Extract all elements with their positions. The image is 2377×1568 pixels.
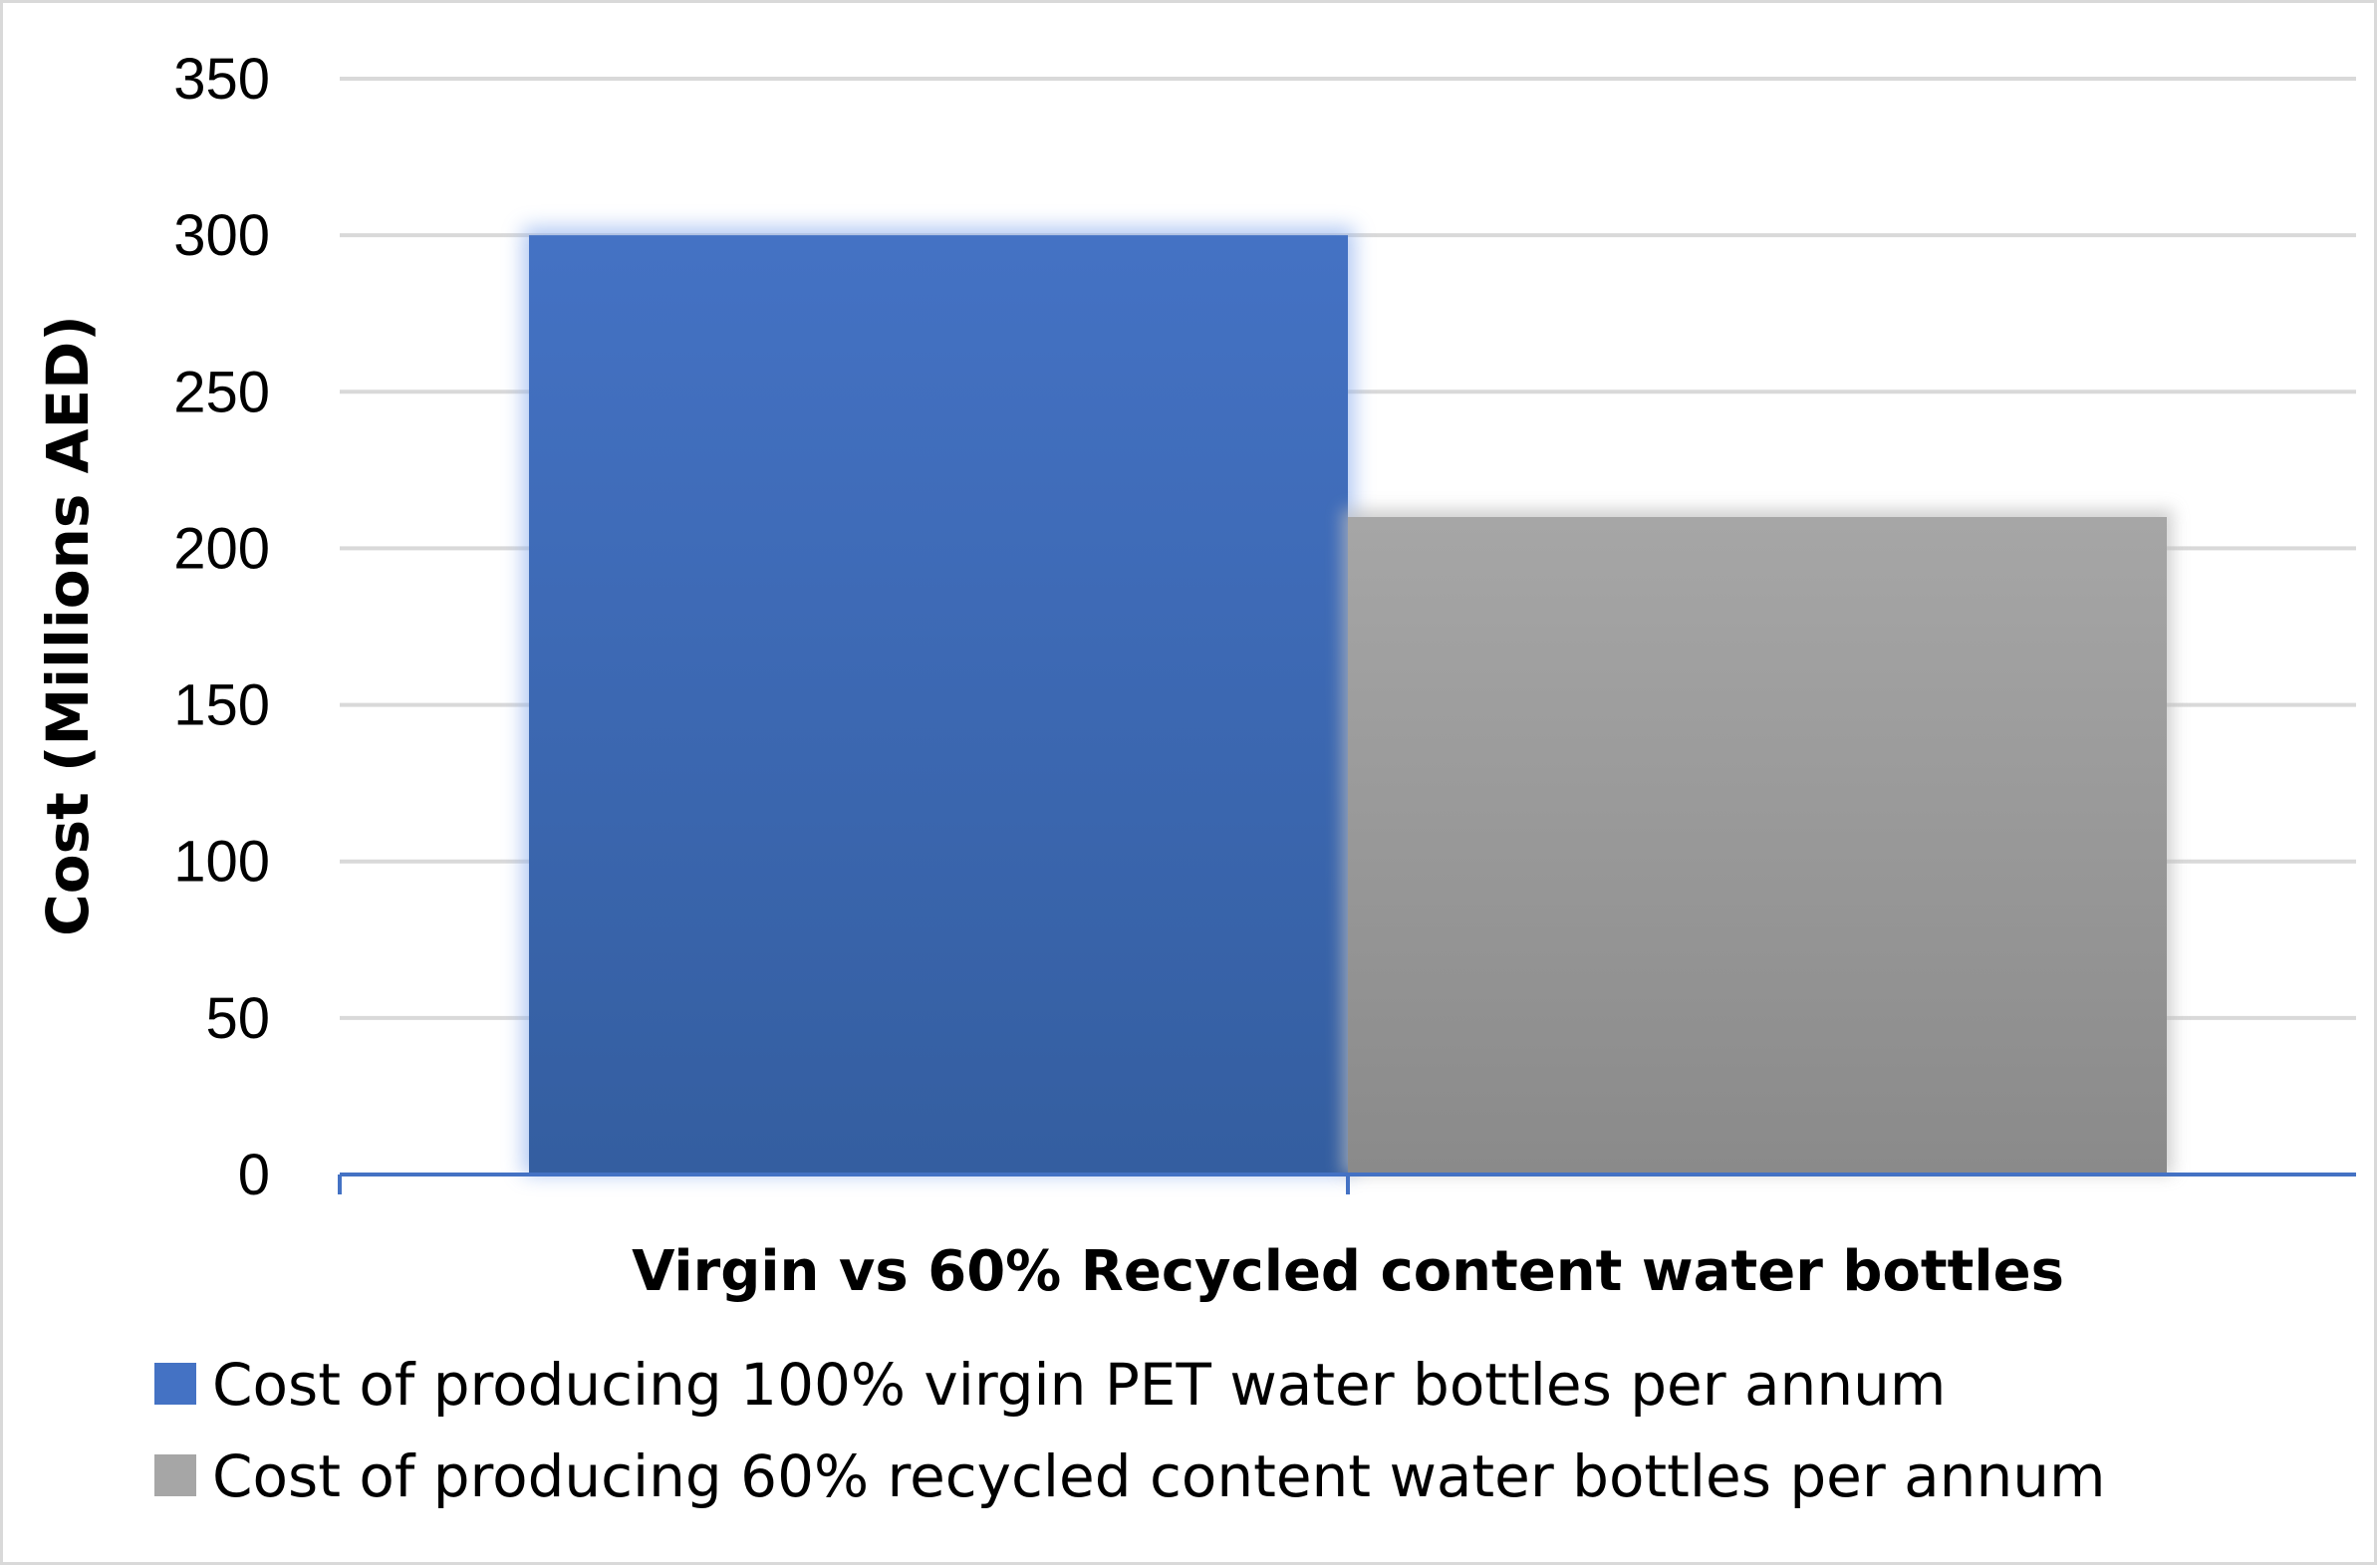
bar-chart: 0 50 100 150 200 250 300 350 Cost (Millions AED… — [34, 47, 2356, 1510]
y-tick-labels: 0 50 100 150 200 250 300 350 — [173, 47, 270, 1207]
axes — [338, 1173, 2356, 1194]
legend-swatch-recycled — [154, 1454, 196, 1496]
y-axis-title: Cost (Millions AED) — [34, 315, 102, 936]
y-tick-label: 250 — [173, 360, 270, 424]
y-tick-label: 100 — [173, 830, 270, 895]
y-tick-label: 0 — [238, 1143, 270, 1207]
y-tick-label: 350 — [173, 47, 270, 112]
y-tick-label: 300 — [173, 203, 270, 268]
x-axis-title: Virgin vs 60% Recycled content water bot… — [632, 1239, 2064, 1304]
y-tick-label: 150 — [173, 673, 270, 738]
y-tick-label: 200 — [173, 516, 270, 581]
bar-recycled — [1348, 517, 2167, 1175]
legend-label-virgin: Cost of producing 100% virgin PET water … — [212, 1351, 1946, 1419]
legend-swatch-virgin — [154, 1363, 196, 1405]
legend-label-recycled: Cost of producing 60% recycled content w… — [212, 1442, 2105, 1510]
legend: Cost of producing 100% virgin PET water … — [154, 1351, 2105, 1510]
bar-virgin — [529, 235, 1348, 1176]
y-tick-label: 50 — [205, 986, 270, 1051]
bars — [523, 227, 2173, 1176]
